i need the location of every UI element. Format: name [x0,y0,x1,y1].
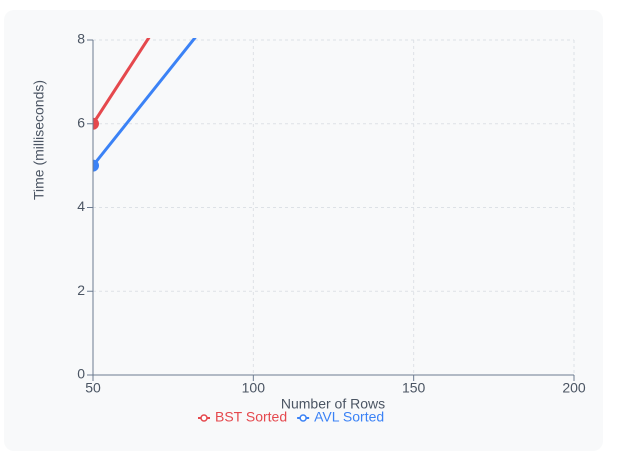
y-tick-label: 8 [77,31,85,47]
y-tick-label: 4 [77,198,85,214]
legend-item: BST Sorted [198,409,287,425]
x-tick-label: 150 [402,380,426,396]
legend-item: AVL Sorted [297,409,384,425]
data-point [93,117,99,130]
series-line [93,38,151,125]
legend: BST Sorted AVL Sorted [198,409,384,425]
legend-label: BST Sorted [215,409,287,425]
x-tick-label: 50 [85,380,101,396]
x-axis-label: Number of Rows [281,396,385,412]
axes: 0 2 4 6 8 50 100 150 200 [77,31,586,396]
y-tick-label: 2 [77,282,85,298]
series-line [93,38,197,167]
legend-icon [299,414,307,422]
x-tick-label: 200 [562,380,586,396]
legend-icon [200,414,208,422]
card [4,10,603,451]
data-point [93,159,99,172]
y-axis-label: Time (milliseconds) [31,80,47,200]
x-tick-label: 100 [242,380,266,396]
legend-label: AVL Sorted [314,409,384,425]
y-tick-label: 6 [77,114,85,130]
plot-area [93,38,197,172]
y-tick-label: 0 [77,366,85,382]
